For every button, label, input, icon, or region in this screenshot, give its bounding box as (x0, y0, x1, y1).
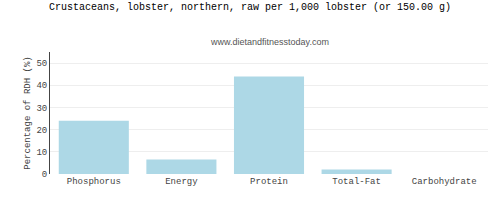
svg-text:30: 30 (36, 104, 47, 114)
svg-text:50: 50 (36, 59, 47, 69)
svg-text:Total-Fat: Total-Fat (332, 177, 381, 187)
svg-text:Energy: Energy (165, 177, 198, 187)
svg-text:Carbohydrate: Carbohydrate (412, 177, 477, 187)
svg-text:Percentage of RDH (%): Percentage of RDH (%) (23, 56, 33, 169)
svg-text:Crustaceans, lobster, northern: Crustaceans, lobster, northern, raw per … (49, 2, 451, 13)
svg-text:20: 20 (36, 126, 47, 136)
svg-text:40: 40 (36, 81, 47, 91)
svg-text:Protein: Protein (250, 177, 288, 187)
svg-text:0: 0 (42, 170, 47, 180)
svg-text:www.dietandfitnesstoday.com: www.dietandfitnesstoday.com (210, 37, 329, 47)
svg-text:10: 10 (36, 148, 47, 158)
svg-text:Phosphorus: Phosphorus (67, 177, 121, 187)
